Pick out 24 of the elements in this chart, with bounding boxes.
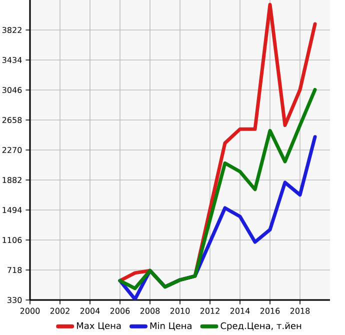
x-tick-label: 2010 <box>170 308 190 314</box>
x-tick-label: 2014 <box>230 308 250 314</box>
y-tick-label: 3822 <box>2 26 22 34</box>
line-series <box>118 88 317 290</box>
x-tick-label: 2008 <box>140 308 160 314</box>
legend-label: Max Цена <box>76 322 121 330</box>
x-tick-label: 2002 <box>50 308 70 314</box>
y-tick-label: 1106 <box>2 236 22 244</box>
x-tick-label: 2004 <box>80 308 100 314</box>
y-tick-label: 1882 <box>2 176 22 184</box>
x-tick-label: 2000 <box>20 308 40 314</box>
y-tick-label: 3046 <box>2 86 22 94</box>
y-tick-label: 2658 <box>2 116 22 124</box>
x-tick-label: 2016 <box>260 308 280 314</box>
x-tick-label: 2006 <box>110 308 130 314</box>
y-tick-label: 718 <box>8 266 22 274</box>
y-tick-label: 1494 <box>2 206 22 214</box>
legend-label: Сред.Цена, т.йен <box>220 322 302 331</box>
x-tick-label: 2018 <box>290 308 310 314</box>
y-tick-label: 2270 <box>2 146 22 154</box>
x-tick-label: 2012 <box>200 308 220 314</box>
y-tick-label: 3434 <box>2 56 22 64</box>
legend-label: Min Цена <box>150 322 192 330</box>
y-tick-label: 330 <box>8 296 22 304</box>
